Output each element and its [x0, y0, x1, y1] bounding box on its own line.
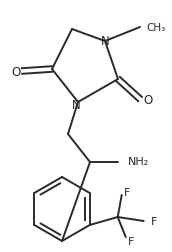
Text: CH₃: CH₃ [146, 23, 165, 33]
Text: F: F [123, 187, 130, 197]
Text: F: F [127, 236, 134, 246]
Text: O: O [143, 93, 153, 106]
Text: F: F [151, 216, 157, 226]
Text: N: N [72, 98, 80, 111]
Text: N: N [101, 34, 109, 47]
Text: NH₂: NH₂ [128, 156, 149, 166]
Text: O: O [11, 65, 21, 78]
